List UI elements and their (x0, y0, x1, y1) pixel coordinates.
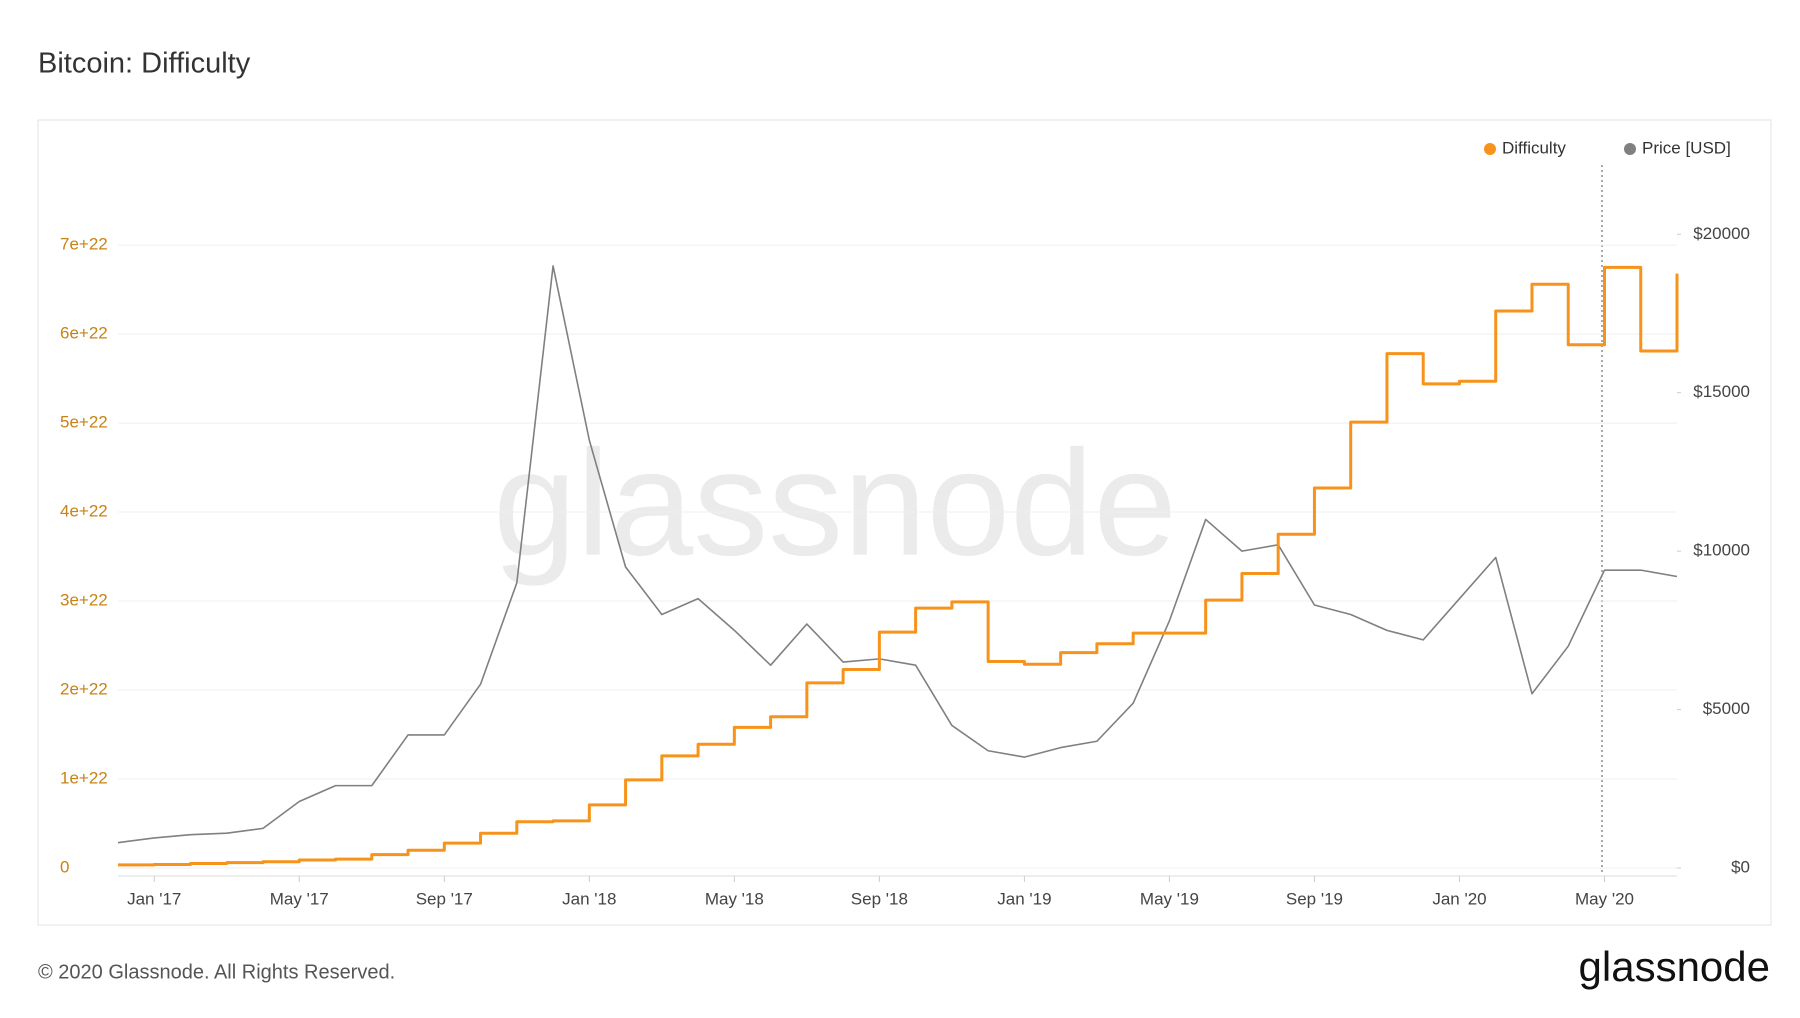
x-tick-label: Jan '19 (997, 889, 1051, 908)
legend-swatch (1624, 143, 1636, 155)
x-tick-label: May '19 (1140, 889, 1199, 908)
brand-logo: glassnode (1579, 943, 1770, 990)
x-tick-label: Sep '19 (1286, 889, 1343, 908)
x-tick-label: Jan '20 (1432, 889, 1486, 908)
legend-swatch (1484, 143, 1496, 155)
chart-frame (37, 119, 1772, 926)
y-tick-label: 2e+22 (60, 680, 108, 699)
y-tick-label: 3e+22 (60, 591, 108, 610)
chart-title: Bitcoin: Difficulty (38, 48, 251, 80)
y-tick-label: 6e+22 (60, 324, 108, 343)
watermark: glassnode (493, 419, 1177, 587)
y2-tick-label: $20000 (1693, 224, 1750, 243)
y2-tick-label: $10000 (1693, 541, 1750, 560)
y2-tick-label: $5000 (1703, 699, 1750, 718)
series-line (117, 265, 1678, 844)
x-tick-label: May '20 (1575, 889, 1634, 908)
x-tick-label: Jan '17 (127, 889, 181, 908)
y-tick-label: 1e+22 (60, 768, 108, 787)
legend-label: Price [USD] (1642, 138, 1731, 157)
x-tick-label: May '17 (270, 889, 329, 908)
x-tick-label: Sep '18 (851, 889, 908, 908)
copyright: © 2020 Glassnode. All Rights Reserved. (38, 961, 395, 983)
y-tick-label: 0 (60, 857, 69, 876)
x-tick-label: Jan '18 (562, 889, 616, 908)
y-tick-label: 7e+22 (60, 235, 108, 254)
legend-label: Difficulty (1502, 138, 1566, 157)
y-tick-label: 5e+22 (60, 413, 108, 432)
y-tick-label: 4e+22 (60, 502, 108, 521)
y2-tick-label: $0 (1731, 857, 1750, 876)
x-tick-label: May '18 (705, 889, 764, 908)
x-tick-label: Sep '17 (416, 889, 473, 908)
y2-tick-label: $15000 (1693, 382, 1750, 401)
series-line (118, 265, 1679, 867)
